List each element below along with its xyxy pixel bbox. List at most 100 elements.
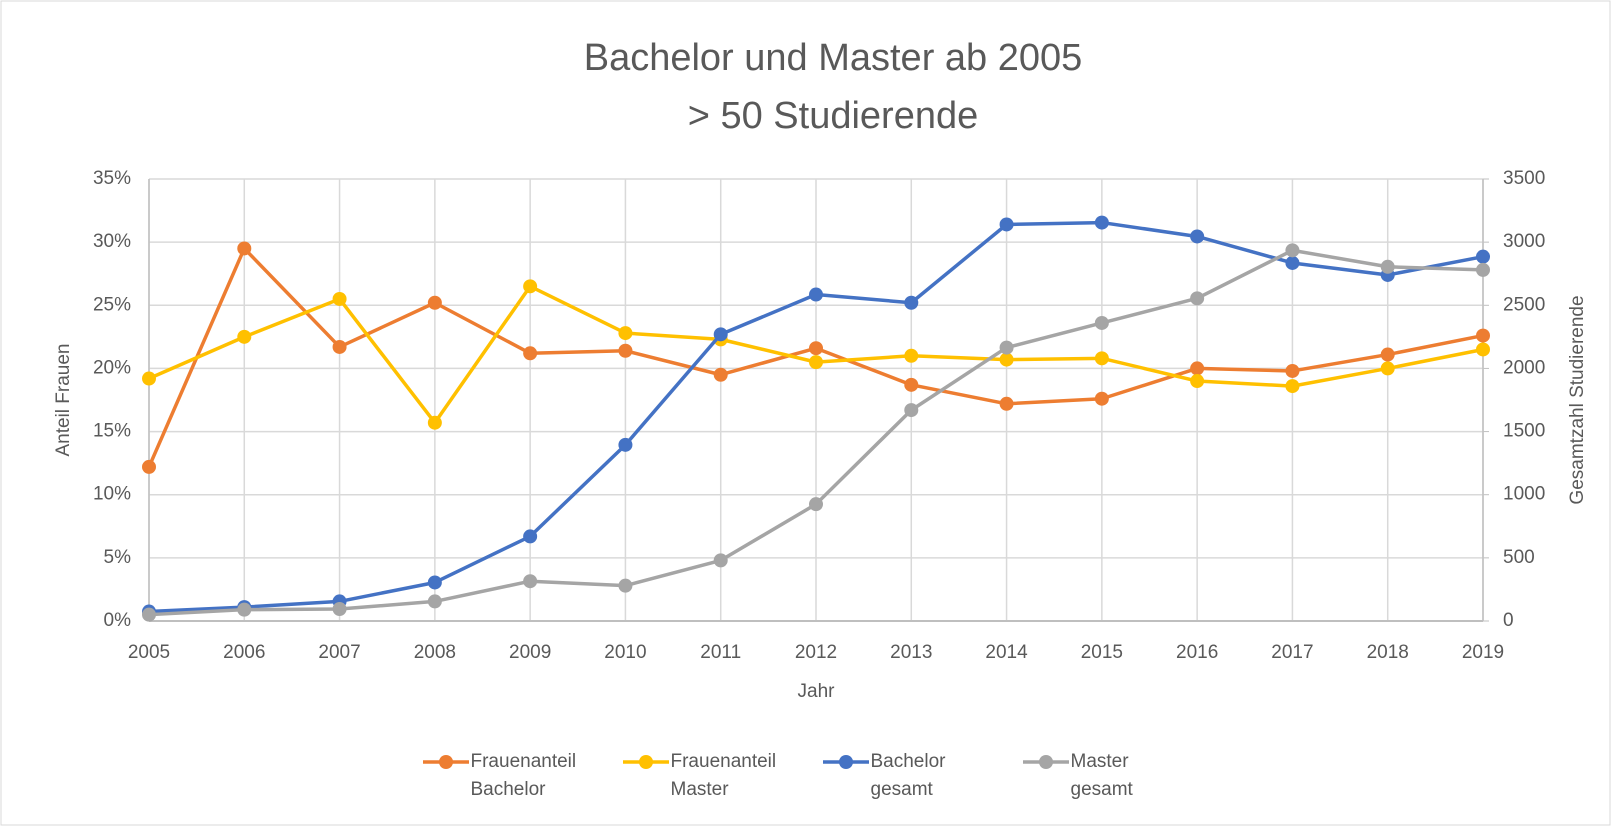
series-marker — [904, 348, 919, 363]
y-tick-label: 20% — [93, 357, 131, 378]
series-marker — [713, 367, 728, 382]
legend: Frauenanteil Bachelor Frauenanteil Master… — [0, 748, 1611, 804]
legend-marker — [1038, 755, 1053, 769]
series-marker — [1190, 361, 1205, 376]
series-marker — [1476, 262, 1490, 277]
y2-tick-label: 1000 — [1503, 484, 1545, 505]
series-marker — [809, 355, 823, 370]
legend-key — [422, 755, 469, 769]
x-tick-label: 2017 — [1271, 642, 1313, 663]
series-marker — [1476, 342, 1490, 357]
series-marker — [523, 529, 538, 544]
legend-marker — [638, 755, 653, 769]
series-marker — [904, 403, 919, 418]
y-tick-label: 25% — [93, 294, 131, 315]
series-marker — [523, 574, 538, 589]
chart-title: Bachelor und Master ab 2005 — [584, 37, 1083, 79]
series-marker — [904, 295, 919, 310]
y-tick-label: 35% — [93, 168, 131, 189]
x-axis-label: Jahr — [798, 681, 836, 702]
series-marker — [427, 594, 442, 609]
series-marker — [142, 459, 156, 474]
series-marker — [237, 602, 252, 617]
y2-tick-label: 500 — [1503, 547, 1535, 568]
y2-axis-label: Gesamtzahl Studierende — [1567, 295, 1588, 504]
series-marker — [427, 575, 442, 590]
series-marker — [1094, 391, 1109, 406]
x-tick-label: 2016 — [1176, 642, 1218, 663]
series-marker — [713, 553, 728, 568]
series-marker — [1094, 215, 1109, 230]
legend-key — [1022, 755, 1069, 769]
series-marker — [618, 343, 633, 358]
series-marker — [1380, 361, 1395, 376]
legend-key — [622, 755, 669, 769]
y-axis-label: Anteil Frauen — [53, 343, 74, 456]
legend-label: Frauenanteil Bachelor — [470, 751, 577, 800]
series-marker — [1190, 374, 1205, 389]
x-tick-label: 2008 — [414, 642, 456, 663]
series-marker — [809, 287, 823, 302]
series-marker — [1190, 229, 1205, 244]
series-marker — [523, 279, 538, 294]
series-marker — [999, 340, 1014, 355]
series-marker — [618, 326, 633, 341]
x-tick-label: 2018 — [1367, 642, 1409, 663]
series-marker — [332, 602, 347, 617]
y2-tick-label: 3500 — [1503, 168, 1545, 189]
series-marker — [1380, 259, 1395, 274]
y-tick-label: 30% — [93, 231, 131, 252]
y-tick-label: 10% — [93, 484, 131, 505]
legend-label: Master gesamt — [1070, 751, 1133, 800]
x-tick-label: 2019 — [1462, 642, 1504, 663]
series-marker — [1285, 379, 1300, 394]
series-marker — [1285, 363, 1300, 378]
series-marker — [809, 497, 823, 512]
series-marker — [999, 217, 1014, 232]
y2-tick-label: 2000 — [1503, 357, 1545, 378]
legend-label: Bachelor gesamt — [870, 751, 946, 800]
legend-marker — [838, 755, 853, 769]
series-marker — [1190, 291, 1205, 306]
legend-marker — [438, 755, 453, 769]
series-marker — [332, 291, 347, 306]
series-marker — [618, 437, 633, 452]
x-tick-label: 2010 — [604, 642, 646, 663]
legend-item: Master gesamt — [1021, 748, 1191, 804]
y2-tick-label: 1500 — [1503, 421, 1545, 442]
y2-tick-label: 3000 — [1503, 231, 1545, 252]
x-tick-label: 2007 — [318, 642, 360, 663]
series-marker — [523, 346, 538, 361]
y-tick-label: 0% — [104, 610, 132, 631]
series-marker — [237, 241, 252, 256]
legend-label: Frauenanteil Master — [670, 751, 777, 800]
series-marker — [142, 607, 156, 622]
series-marker — [809, 341, 823, 356]
series-marker — [1476, 328, 1490, 343]
legend-item: Frauenanteil Master — [621, 748, 791, 804]
y-tick-label: 5% — [104, 547, 132, 568]
series-marker — [713, 327, 728, 342]
x-tick-label: 2013 — [890, 642, 932, 663]
legend-key — [822, 755, 869, 769]
y2-tick-label: 2500 — [1503, 294, 1545, 315]
series-marker — [1285, 243, 1300, 258]
series-marker — [237, 329, 252, 344]
x-tick-label: 2015 — [1081, 642, 1123, 663]
series-marker — [427, 415, 442, 430]
series-marker — [904, 377, 919, 392]
x-tick-label: 2009 — [509, 642, 551, 663]
y2-tick-label: 0 — [1503, 610, 1514, 631]
series-marker — [618, 578, 633, 593]
x-tick-label: 2014 — [985, 642, 1028, 663]
series-marker — [332, 339, 347, 354]
x-tick-label: 2006 — [223, 642, 265, 663]
series-marker — [1094, 315, 1109, 330]
series-marker — [999, 396, 1014, 411]
series-marker — [1380, 347, 1395, 362]
series-marker — [1476, 249, 1490, 264]
series-marker — [427, 295, 442, 310]
